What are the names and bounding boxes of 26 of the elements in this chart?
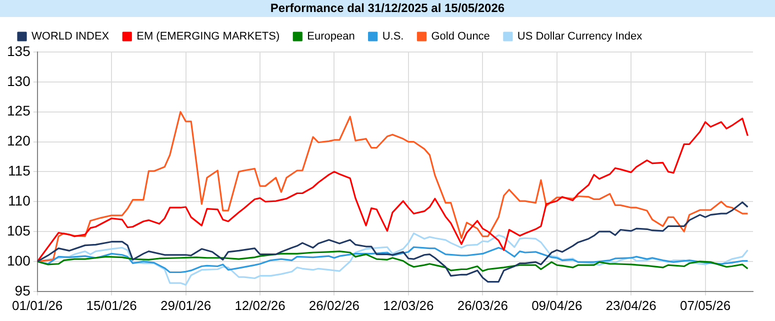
y-tick-label: 120 xyxy=(7,132,31,149)
legend-label: WORLD INDEX xyxy=(32,30,110,43)
legend-label: US Dollar Currency Index xyxy=(517,30,643,43)
y-tick-label: 135 xyxy=(7,42,31,59)
legend-label: European xyxy=(307,30,355,43)
x-tick-label: 07/05/26 xyxy=(680,298,731,313)
legend-label: U.S. xyxy=(382,30,404,43)
x-tick-label: 01/01/26 xyxy=(12,298,63,313)
x-tick-label: 15/01/26 xyxy=(86,298,137,313)
legend-label: Gold Ounce xyxy=(431,30,490,43)
x-tick-label: 26/03/26 xyxy=(457,298,508,313)
x-tick-label: 12/03/26 xyxy=(383,298,434,313)
x-tick-label: 29/01/26 xyxy=(160,298,212,313)
chart-title: Performance dal 31/12/2025 al 15/05/2026 xyxy=(0,0,775,17)
x-tick-label: 23/04/26 xyxy=(606,298,656,313)
y-tick-label: 125 xyxy=(7,102,31,119)
y-tick-label: 130 xyxy=(7,72,31,89)
y-tick-label: 110 xyxy=(8,192,31,208)
x-tick-label: 26/02/26 xyxy=(308,298,360,313)
legend-label: EM (EMERGING MARKETS) xyxy=(136,30,280,43)
x-tick-label: 12/02/26 xyxy=(234,298,286,313)
y-tick-label: 95 xyxy=(14,282,31,298)
y-tick-label: 100 xyxy=(7,252,31,268)
y-tick-label: 105 xyxy=(7,222,31,238)
x-tick-label: 09/04/26 xyxy=(532,298,582,313)
y-tick-label: 115 xyxy=(8,162,31,179)
